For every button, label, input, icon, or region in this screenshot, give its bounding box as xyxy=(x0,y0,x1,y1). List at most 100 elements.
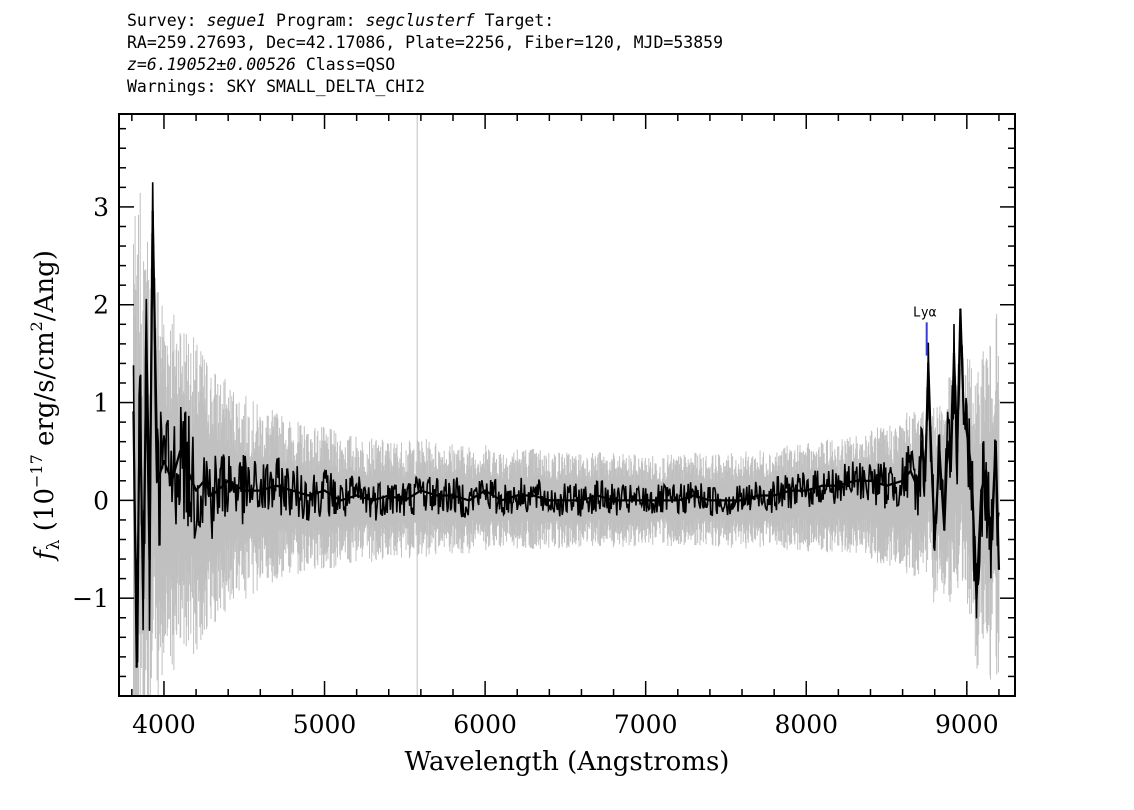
header-line-1: Survey: segue1 Program: segclusterf Targ… xyxy=(127,10,723,32)
flux-point xyxy=(483,489,487,492)
flux-point xyxy=(994,440,997,443)
flux-point xyxy=(952,352,956,355)
flux-point xyxy=(145,362,148,365)
flux-point xyxy=(989,548,993,551)
flux-point xyxy=(156,479,159,483)
flux-point xyxy=(692,494,696,497)
flux-point xyxy=(162,460,166,463)
flux-point xyxy=(499,499,503,502)
flux-point xyxy=(965,430,969,434)
target-label: Target: xyxy=(484,11,555,30)
x-tick-label: 7000 xyxy=(614,710,678,739)
flux-point xyxy=(837,484,840,487)
flux-point xyxy=(194,489,198,492)
class-value: Class=QSO xyxy=(305,55,396,74)
survey-label: Survey: xyxy=(127,11,197,30)
x-tick-label: 4000 xyxy=(132,710,196,739)
plot-area xyxy=(132,114,1001,696)
flux-point xyxy=(202,479,206,483)
line-label: Lyα xyxy=(913,305,937,320)
flux-point xyxy=(355,494,358,497)
flux-point xyxy=(949,469,952,473)
flux-point xyxy=(371,499,374,502)
flux-point xyxy=(821,484,824,487)
flux-line xyxy=(132,182,1000,663)
tick-labels: 4000 5000 6000 7000 8000 9000 −1 0 1 2 3 xyxy=(72,193,998,739)
y-axis-exp: −17 xyxy=(27,454,46,488)
program-label: Program: xyxy=(276,11,356,30)
y-axis-sq: 2 xyxy=(27,321,46,331)
flux-point xyxy=(946,440,949,443)
flux-point xyxy=(920,440,924,443)
flux-point xyxy=(135,665,138,668)
flux-point xyxy=(243,489,246,492)
flux-point xyxy=(975,596,978,600)
header-line-4: Warnings: SKY SMALL_DELTA_CHI2 xyxy=(127,77,426,96)
program-value: segclusterf xyxy=(365,11,475,30)
error-series xyxy=(133,114,1000,696)
flux-point xyxy=(676,499,679,502)
flux-point xyxy=(275,484,278,487)
flux-point xyxy=(805,489,808,492)
flux-point xyxy=(226,479,230,483)
flux-point xyxy=(387,494,390,497)
flux-point xyxy=(532,494,535,497)
flux-point xyxy=(853,479,856,483)
flux-point xyxy=(788,489,792,492)
flux-point xyxy=(997,567,1001,571)
flux-point xyxy=(980,489,983,492)
flux-point xyxy=(772,494,776,497)
flux-point xyxy=(291,489,294,492)
flux-point xyxy=(628,499,631,502)
flux-point xyxy=(170,479,174,483)
redshift-value: z=6.19052±0.00526 xyxy=(127,55,296,74)
flux-point xyxy=(210,494,214,497)
flux-series xyxy=(132,182,1001,668)
y-axis-paren: (10 xyxy=(30,488,60,540)
plot-frame xyxy=(118,113,1016,697)
flux-point xyxy=(901,479,904,483)
flux-point xyxy=(323,489,326,492)
flux-point xyxy=(933,538,936,541)
flux-point xyxy=(917,489,920,492)
plot-header: Survey: segue1 Program: segclusterf Targ… xyxy=(127,10,723,98)
flux-point xyxy=(740,499,744,502)
flux-point xyxy=(660,499,663,502)
flux-point xyxy=(596,494,599,497)
flux-point xyxy=(938,450,941,453)
y-tick-label: 3 xyxy=(93,193,109,222)
flux-point xyxy=(580,499,583,502)
flux-point xyxy=(186,469,190,473)
x-tick-label: 8000 xyxy=(774,710,838,739)
header-line-2: RA=259.27693, Dec=42.17086, Plate=2256, … xyxy=(127,33,724,52)
flux-point xyxy=(984,469,988,473)
flux-point xyxy=(151,210,154,214)
y-axis-units: erg/s/cm xyxy=(30,331,60,454)
flux-point xyxy=(943,528,946,531)
axis-ticks xyxy=(119,114,1015,696)
flux-point xyxy=(435,494,439,497)
flux-point xyxy=(548,499,551,502)
flux-point xyxy=(708,499,712,502)
flux-point xyxy=(516,494,519,497)
y-tick-label: 0 xyxy=(93,486,109,515)
y-tick-label: 2 xyxy=(93,291,109,320)
y-tick-label: −1 xyxy=(72,584,109,613)
y-tick-label: 1 xyxy=(93,389,109,418)
flux-trend xyxy=(132,210,1000,668)
flux-point xyxy=(564,499,567,502)
y-axis-units2: /Ang) xyxy=(30,250,60,321)
flux-point xyxy=(930,460,933,463)
flux-point xyxy=(148,557,151,561)
y-axis-lambda: λ xyxy=(44,539,64,550)
flux-point xyxy=(132,411,135,414)
flux-point xyxy=(339,499,342,502)
x-tick-label: 5000 xyxy=(293,710,357,739)
flux-point xyxy=(419,489,423,492)
flux-point xyxy=(955,450,959,453)
header-line-3: z=6.19052±0.00526 Class=QSO xyxy=(127,54,723,76)
x-tick-label: 6000 xyxy=(453,710,517,739)
flux-point xyxy=(909,469,912,473)
flux-point xyxy=(138,391,142,394)
